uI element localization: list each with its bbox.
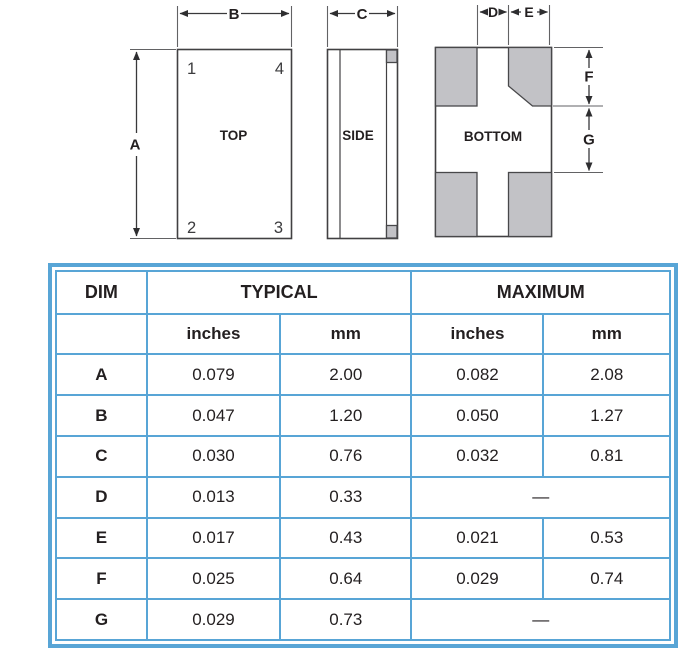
dim-letter: E	[55, 516, 148, 560]
header-dim: DIM	[55, 270, 148, 315]
table-row: F 0.025 0.64 0.029 0.74	[55, 557, 671, 601]
pin-4-label: 4	[275, 60, 284, 78]
bottom-view: BOTTOM	[434, 46, 553, 238]
typ-inches: 0.079	[145, 353, 282, 397]
typ-mm: 2.00	[279, 353, 413, 397]
dim-a-label: A	[130, 137, 141, 154]
typ-mm: 0.76	[279, 434, 413, 478]
header-maximum: MAXIMUM	[410, 270, 671, 315]
max-mm: 2.08	[542, 353, 671, 397]
dim-letter: B	[55, 394, 148, 437]
top-view: 1 4 2 3 TOP	[176, 48, 293, 240]
max-inches: 0.029	[410, 557, 545, 601]
top-view-label: TOP	[220, 128, 248, 143]
units-maximum-mm: mm	[542, 312, 671, 356]
typ-inches: 0.025	[145, 557, 282, 601]
bottom-view-label: BOTTOM	[464, 129, 522, 144]
dim-b: B	[176, 6, 293, 47]
side-view-label: SIDE	[342, 128, 374, 143]
dim-c-label: C	[357, 6, 368, 23]
table-row: B 0.047 1.20 0.050 1.27	[55, 394, 671, 437]
package-drawing: 1 4 2 3 TOP A B SID	[130, 4, 603, 240]
pad-top-left	[434, 46, 478, 107]
dim-letter: C	[55, 434, 148, 478]
dim-g-label: G	[583, 132, 595, 149]
typ-mm: 0.73	[279, 598, 413, 641]
typ-mm: 0.33	[279, 475, 413, 519]
dimensions-table-frame: DIM TYPICAL MAXIMUM inches mm inches mm …	[48, 263, 678, 648]
table-units-row: inches mm inches mm	[55, 312, 671, 356]
pin-2-label: 2	[187, 219, 196, 237]
table-row: C 0.030 0.76 0.032 0.81	[55, 434, 671, 478]
dim-letter: F	[55, 557, 148, 601]
dim-f-label: F	[584, 69, 593, 86]
table-header-row: DIM TYPICAL MAXIMUM	[55, 270, 671, 315]
units-typical-inches: inches	[145, 312, 282, 356]
typ-mm: 0.43	[279, 516, 413, 560]
dim-d-label: D	[488, 4, 498, 20]
dim-d: D	[476, 4, 510, 45]
dim-letter: A	[55, 353, 148, 397]
typ-inches: 0.017	[145, 516, 282, 560]
max-no-value: —	[410, 475, 671, 519]
dim-c: C	[326, 6, 399, 47]
dimensions-table: DIM TYPICAL MAXIMUM inches mm inches mm …	[55, 270, 671, 641]
table-row: A 0.079 2.00 0.082 2.08	[55, 353, 671, 397]
dim-a: A	[130, 48, 176, 240]
max-no-value: —	[410, 598, 671, 641]
pad-bottom-right	[507, 171, 553, 238]
typ-inches: 0.030	[145, 434, 282, 478]
dim-g: G	[554, 108, 603, 174]
max-mm: 0.81	[542, 434, 671, 478]
pin-3-label: 3	[274, 219, 283, 237]
table-row: G 0.029 0.73 —	[55, 598, 671, 641]
header-typical: TYPICAL	[145, 270, 413, 315]
table-row: D 0.013 0.33 —	[55, 475, 671, 519]
typ-mm: 1.20	[279, 394, 413, 437]
units-maximum-inches: inches	[410, 312, 545, 356]
dim-e-label: E	[524, 4, 533, 20]
max-mm: 1.27	[542, 394, 671, 437]
side-view-body	[326, 48, 399, 240]
side-terminal-bottom	[385, 224, 398, 239]
side-terminal-top	[385, 49, 398, 64]
max-inches: 0.050	[410, 394, 545, 437]
units-blank-cell	[55, 312, 148, 356]
dim-letter: G	[55, 598, 148, 641]
units-typical-mm: mm	[279, 312, 413, 356]
max-inches: 0.021	[410, 516, 545, 560]
typ-inches: 0.013	[145, 475, 282, 519]
pad-bottom-left	[434, 171, 478, 238]
dim-b-label: B	[229, 6, 240, 23]
dim-e: E	[510, 4, 551, 45]
pin-1-label: 1	[187, 60, 196, 78]
max-inches: 0.082	[410, 353, 545, 397]
max-mm: 0.53	[542, 516, 671, 560]
typ-mm: 0.64	[279, 557, 413, 601]
typ-inches: 0.047	[145, 394, 282, 437]
pad-top-right-chamfered	[507, 46, 553, 107]
max-inches: 0.032	[410, 434, 545, 478]
table-row: E 0.017 0.43 0.021 0.53	[55, 516, 671, 560]
dim-letter: D	[55, 475, 148, 519]
dim-f: F	[553, 46, 603, 107]
top-view-body	[176, 48, 293, 240]
side-view: SIDE	[326, 48, 399, 240]
typ-inches: 0.029	[145, 598, 282, 641]
max-mm: 0.74	[542, 557, 671, 601]
